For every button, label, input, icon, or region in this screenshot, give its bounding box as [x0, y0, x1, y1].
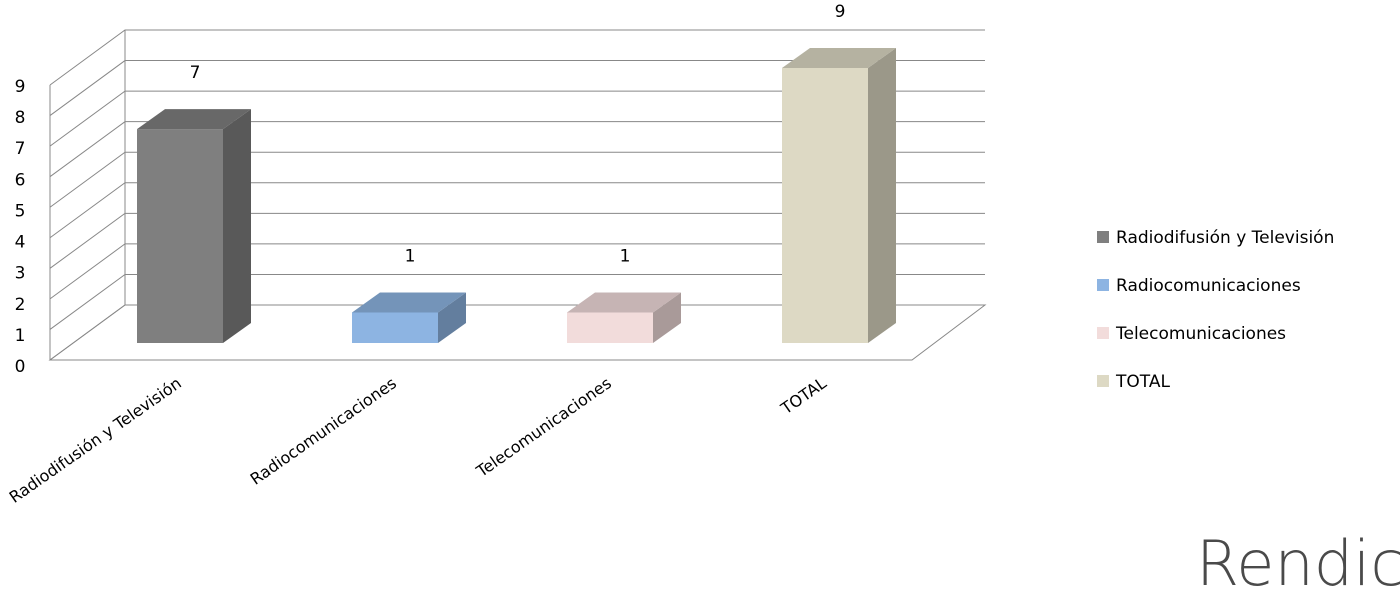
bar-top [567, 292, 681, 313]
grid-line [49, 304, 985, 361]
legend-label: TOTAL [1115, 372, 1170, 392]
bar-front [567, 312, 653, 343]
y-tick-label: 3 [15, 264, 26, 284]
bar [137, 109, 251, 343]
y-tick-label: 5 [15, 201, 26, 221]
watermark: Rendic [1196, 527, 1400, 598]
legend-swatch [1097, 279, 1109, 291]
grid-line [49, 90, 985, 147]
bar-front [782, 68, 868, 343]
y-tick-label: 0 [15, 357, 26, 377]
legend-label: Radiocomunicaciones [1116, 276, 1301, 296]
grid-line [49, 121, 985, 178]
grid-line [49, 273, 985, 330]
bar-side [653, 292, 681, 343]
x-tick-label: Radiocomunicaciones [247, 373, 400, 488]
legend-swatch [1097, 231, 1109, 243]
grid-line [49, 182, 985, 239]
bar-top [137, 109, 251, 130]
y-tick-label: 1 [15, 326, 26, 346]
grid-line [49, 60, 985, 116]
legend-swatch [1097, 327, 1109, 339]
grid-line [49, 212, 985, 269]
bar [567, 292, 681, 343]
bar-top [782, 48, 896, 68]
bar-top [352, 292, 466, 313]
bar-side [868, 48, 896, 343]
bar-side [223, 109, 251, 343]
bar [352, 292, 466, 343]
value-label: 1 [620, 246, 631, 266]
y-tick-label: 8 [15, 108, 26, 128]
grid-line [49, 151, 985, 208]
x-tick-label: TOTAL [777, 373, 830, 418]
bar-side [438, 292, 466, 343]
value-label: 9 [835, 2, 846, 22]
x-tick-label: Radiodifusión y Televisión [6, 373, 185, 506]
bar [782, 48, 896, 343]
legend-swatch [1097, 375, 1109, 387]
value-label: 7 [190, 63, 201, 83]
legend-label: Telecomunicaciones [1115, 324, 1286, 344]
grid-line [49, 243, 985, 300]
bar-front [352, 312, 438, 343]
y-tick-label: 2 [15, 295, 26, 315]
y-tick-label: 7 [15, 139, 26, 159]
legend-label: Radiodifusión y Televisión [1116, 228, 1334, 248]
bar-front [137, 129, 223, 343]
y-tick-label: 4 [15, 233, 26, 253]
x-tick-label: Telecomunicaciones [472, 373, 615, 481]
grid-line [49, 29, 985, 86]
y-tick-label: 6 [15, 170, 26, 190]
value-label: 1 [405, 246, 416, 266]
y-tick-label: 9 [15, 77, 26, 97]
